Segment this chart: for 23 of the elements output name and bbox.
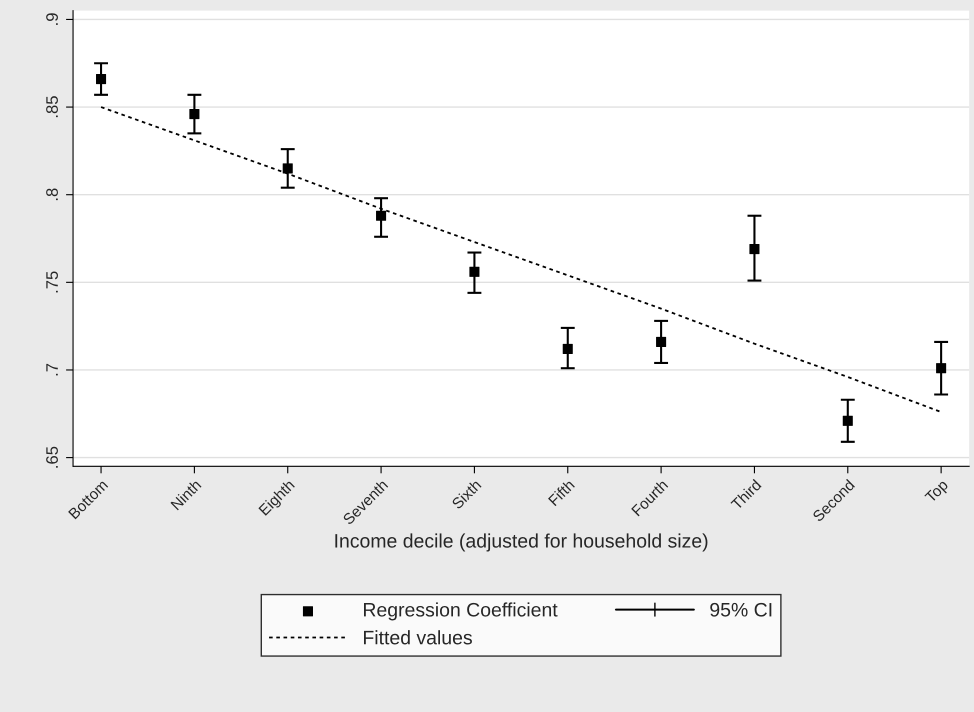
line-series xyxy=(100,106,942,413)
point xyxy=(936,363,946,374)
point xyxy=(189,109,200,120)
x-tick-label: Top xyxy=(924,479,951,506)
point xyxy=(469,266,480,277)
point xyxy=(96,74,106,84)
y-tick-label: .9 xyxy=(46,13,58,25)
y-tick-label: .7 xyxy=(46,364,58,376)
x-axis-title: Income decile (adjusted for household size) xyxy=(335,533,708,552)
text: Regression Coefficient xyxy=(364,602,558,620)
point xyxy=(656,336,666,347)
x-tick-label: Fifth xyxy=(548,478,575,506)
point xyxy=(376,210,386,221)
y-tick-label: .75 xyxy=(46,271,58,292)
point xyxy=(282,163,293,174)
legend-label: Fitted values xyxy=(364,630,472,644)
y-tick-label: .65 xyxy=(46,446,58,468)
point xyxy=(842,416,853,426)
text: 95% CI xyxy=(710,602,772,617)
point xyxy=(749,244,760,254)
point xyxy=(562,344,573,354)
y-tick-label: .8 xyxy=(46,188,58,200)
y-tick-label: .85 xyxy=(46,96,58,118)
